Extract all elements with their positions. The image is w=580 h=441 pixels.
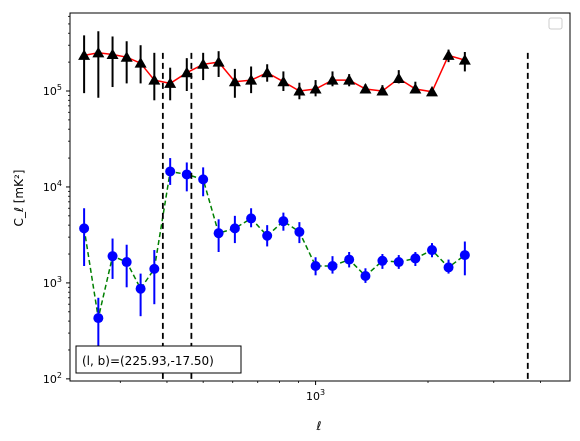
data-point-1-24 xyxy=(442,49,455,60)
data-point-2-12 xyxy=(246,213,257,224)
data-point-2-22 xyxy=(410,253,421,264)
vertical-dashed-lines xyxy=(161,52,529,381)
data-point-1-5 xyxy=(134,57,147,68)
data-point-1-23 xyxy=(426,85,439,97)
data-point-1-6 xyxy=(148,74,161,85)
data-point-2-18 xyxy=(344,254,355,265)
data-point-1-2 xyxy=(92,46,105,58)
data-point-1-3 xyxy=(106,48,119,60)
data-point-2-4 xyxy=(121,257,132,268)
data-point-1-20 xyxy=(376,85,389,96)
x-tick-label-1: 103 xyxy=(306,388,325,403)
data-point-2-7 xyxy=(165,166,176,177)
y-tick-label-3: 104 xyxy=(43,179,62,194)
y-axis-label: C_ℓ [mK²] xyxy=(12,170,26,227)
annotation-text: (l, b)=(225.93,-17.50) xyxy=(82,354,214,368)
data-point-2-8 xyxy=(181,169,192,180)
data-point-2-19 xyxy=(360,271,371,282)
y-tick-label-1: 102 xyxy=(43,371,62,386)
data-point-1-10 xyxy=(212,56,225,67)
y-tick-label-4: 105 xyxy=(43,83,62,98)
data-point-2-5 xyxy=(135,283,146,294)
data-point-1-14 xyxy=(277,75,290,87)
data-point-2-25 xyxy=(459,250,470,261)
data-point-2-21 xyxy=(393,257,404,268)
data-point-1-13 xyxy=(261,66,274,78)
data-point-1-25 xyxy=(458,54,471,65)
data-point-2-9 xyxy=(198,174,209,185)
data-point-1-22 xyxy=(409,82,422,94)
data-point-2-15 xyxy=(294,226,305,237)
data-point-2-17 xyxy=(327,261,338,272)
legend-box xyxy=(548,17,563,30)
y-tick-label-2: 103 xyxy=(43,275,62,290)
data-point-2-11 xyxy=(229,223,240,234)
data-point-1-7 xyxy=(164,77,177,88)
data-point-2-23 xyxy=(427,245,438,256)
data-point-1-12 xyxy=(245,74,258,85)
data-point-2-20 xyxy=(377,255,388,266)
data-point-1-9 xyxy=(197,58,210,69)
data-point-2-3 xyxy=(107,251,118,262)
annotation-frame xyxy=(75,345,242,374)
data-point-2-14 xyxy=(278,216,289,227)
data-markers xyxy=(78,46,471,324)
data-point-1-8 xyxy=(180,66,193,78)
axis-ticks: 102 103 104 105 103 xyxy=(43,15,541,403)
plot-frame xyxy=(69,12,571,382)
data-point-1-17 xyxy=(326,74,339,85)
data-point-1-11 xyxy=(228,75,241,87)
data-point-2-13 xyxy=(262,230,273,241)
data-point-1-16 xyxy=(309,82,322,94)
annotation-box: (l, b)=(225.93,-17.50) xyxy=(75,345,242,374)
data-point-2-2 xyxy=(93,313,104,324)
data-point-1-19 xyxy=(359,82,372,94)
data-point-2-24 xyxy=(443,262,454,273)
x-axis-label: ℓ xyxy=(316,419,322,433)
data-point-2-16 xyxy=(310,261,321,272)
data-point-1-21 xyxy=(392,72,405,83)
data-point-2-6 xyxy=(149,263,160,274)
data-point-2-1 xyxy=(79,223,90,234)
data-point-1-18 xyxy=(343,74,356,85)
data-point-1-4 xyxy=(120,51,133,62)
data-point-2-10 xyxy=(213,228,224,239)
data-point-1-1 xyxy=(78,49,91,60)
data-point-1-15 xyxy=(293,85,306,96)
